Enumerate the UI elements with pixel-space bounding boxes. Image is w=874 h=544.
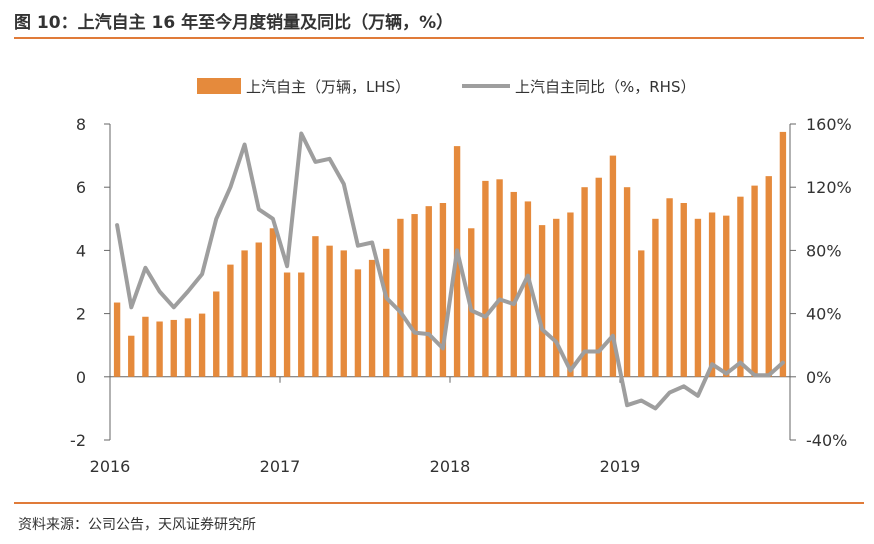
yoy-line [115,131,785,411]
bar [312,236,319,377]
bar [779,131,787,377]
bar [482,180,489,377]
footer-divider [14,502,864,504]
bar [411,214,418,377]
left-tick-label: 8 [76,115,86,134]
bar [397,218,404,377]
bar [510,191,517,377]
bar [524,201,532,377]
bar [227,264,234,377]
bar [354,269,362,377]
bar [567,212,574,377]
bar [581,187,588,377]
chart-title: 图 10：上汽自主 16 年至今月度销量及同比（万辆，%） [14,13,454,33]
left-tick-label: 0 [76,368,86,387]
bar [538,225,546,377]
left-tick-label: 2 [76,305,86,324]
left-tick-label: -2 [70,431,86,450]
bar [255,242,262,377]
title-divider [14,37,864,39]
bar-series [113,131,787,377]
x-tick-label: 2019 [600,457,641,476]
bar [213,291,220,377]
bar [340,250,347,377]
right-tick-label: 80% [806,241,842,260]
bar [283,272,291,377]
bar [496,179,503,377]
bar [326,245,333,377]
bar [241,250,248,377]
bar [553,218,560,377]
x-tick-label: 2017 [260,457,301,476]
legend: 上汽自主（万辆，LHS） 上汽自主同比（%，RHS） [197,78,695,96]
x-tick-label: 2018 [430,457,471,476]
bar [723,215,730,377]
bar [368,259,376,377]
right-tick-label: -40% [806,431,847,450]
bar [269,228,277,377]
legend-bar-swatch [197,78,241,94]
bar [142,316,149,377]
axes: -2 0 2 4 6 8 -40% 0% 40% 80% 120% 160% 2016 2017 2018 2… [70,115,852,476]
legend-bar-label: 上汽自主（万辆，LHS） [246,78,410,96]
legend-line-label: 上汽自主同比（%，RHS） [515,78,695,96]
bar [113,302,121,377]
bar [184,318,192,377]
right-tick-label: 120% [806,178,852,197]
line-series [115,131,785,411]
bar [425,206,432,377]
bar [128,335,135,377]
source-note: 资料来源：公司公告，天风证券研究所 [18,517,256,533]
bar [595,177,602,377]
bar [198,313,206,377]
bar [638,250,645,377]
bar [680,203,687,377]
left-tick-label: 6 [76,178,86,197]
bar [751,185,758,377]
bar [609,155,617,377]
bar [765,176,772,377]
bar [666,198,673,377]
bar [298,272,305,377]
right-tick-label: 0% [806,368,831,387]
right-tick-label: 40% [806,305,842,324]
bar [694,218,702,377]
bar [383,248,390,377]
bar [156,321,163,377]
right-tick-label: 160% [806,115,852,134]
left-tick-label: 4 [76,241,86,260]
chart: 上汽自主（万辆，LHS） 上汽自主同比（%，RHS） -2 0 2 4 6 8 -40% 0%… [70,78,852,476]
bar [652,218,659,377]
bar [439,203,447,377]
bar [708,212,716,377]
x-tick-label: 2016 [90,457,131,476]
bar [170,319,177,377]
bar [737,196,744,377]
bar [623,187,631,377]
